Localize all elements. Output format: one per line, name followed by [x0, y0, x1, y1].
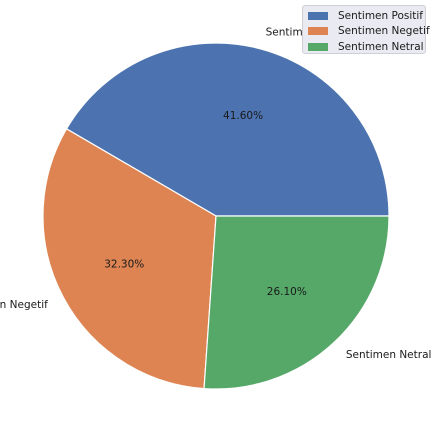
legend-item-positif: Sentimen Positif [308, 8, 425, 24]
pie-category-label-negetif: Sentimen Negetif [0, 299, 48, 311]
pie-slice-netral [203, 215, 390, 390]
pie-percent-label-netral: 26.10% [267, 286, 307, 298]
legend-item-negetif: Sentimen Negetif [308, 24, 430, 40]
pie-percent-label-negetif: 32.30% [104, 259, 144, 271]
pie-category-label-netral: Sentimen Netral [346, 349, 432, 361]
legend-swatch-positif [308, 11, 328, 20]
legend-item-netral: Sentimen Netral [308, 39, 425, 55]
chart-legend: Sentimen Positif Sentimen Negetif Sentim… [302, 5, 430, 55]
legend-swatch-negetif [308, 27, 328, 36]
legend-label-negetif: Sentimen Negetif [338, 25, 430, 38]
legend-label-netral: Sentimen Netral [338, 40, 424, 53]
pie-percent-label-positif: 41.60% [223, 110, 263, 122]
legend-label-positif: Sentimen Positif [338, 9, 423, 22]
pie-slice-positif [65, 42, 390, 217]
legend-swatch-netral [308, 42, 328, 51]
pie-slice-negetif [42, 128, 217, 390]
